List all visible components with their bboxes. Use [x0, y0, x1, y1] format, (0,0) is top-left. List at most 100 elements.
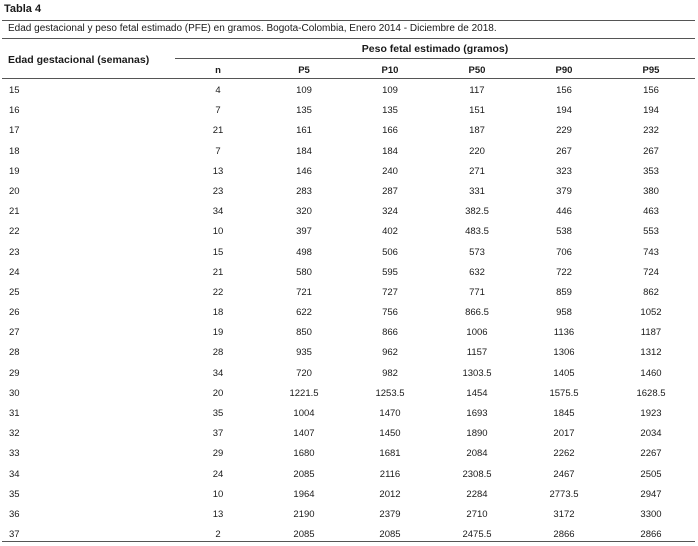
cell-p95: 1187 [640, 327, 662, 339]
cell-p90: 323 [556, 165, 572, 177]
cell-p50: 382.5 [465, 206, 489, 218]
cell-p90: 2262 [553, 448, 575, 460]
cell-p5: 109 [296, 85, 312, 96]
cell-p90: 194 [556, 105, 572, 117]
cell-n: 7 [215, 145, 221, 157]
cell-gestational-age: 18 [9, 145, 20, 157]
cell-n: 28 [212, 347, 224, 359]
cell-gestational-age: 24 [9, 266, 20, 278]
cell-p50: 151 [469, 105, 485, 117]
table-caption: Edad gestacional y peso fetal estimado (… [8, 23, 497, 34]
table-row: 29 34 720 982 1303.5 1405 1460 [0, 365, 698, 385]
cell-p95: 553 [643, 226, 659, 238]
column-header-p50: P50 [468, 65, 486, 76]
table-row: 19 13 146 240 271 323 353 [0, 163, 698, 183]
cell-p5: 320 [296, 206, 312, 218]
cell-p95: 1923 [640, 408, 662, 419]
cell-p5: 1407 [293, 428, 315, 440]
cell-p10: 402 [382, 226, 398, 238]
cell-p50: 271 [469, 165, 485, 177]
cell-p90: 2017 [553, 428, 575, 440]
cell-p90: 1136 [553, 327, 575, 339]
table-row: 33 29 1680 1681 2084 2262 2267 [0, 445, 698, 465]
cell-n: 13 [212, 508, 224, 520]
cell-p95: 463 [643, 206, 659, 218]
cell-n: 29 [212, 448, 224, 460]
cell-p90: 2866 [553, 529, 575, 541]
cell-p50: 2084 [466, 448, 488, 460]
cell-p10: 2116 [379, 468, 401, 480]
cell-p5: 720 [296, 367, 312, 379]
cell-p5: 935 [296, 347, 312, 359]
cell-p90: 1575.5 [549, 387, 579, 399]
cell-p95: 2034 [640, 428, 662, 440]
table-row: 16 7 135 135 151 194 194 [0, 102, 698, 122]
cell-n: 13 [212, 165, 224, 177]
cell-gestational-age: 17 [9, 125, 20, 137]
cell-p90: 3172 [553, 508, 575, 520]
cell-p10: 506 [382, 246, 398, 258]
cell-p90: 1405 [553, 367, 575, 379]
cell-n: 21 [212, 266, 224, 278]
cell-p5: 2085 [293, 529, 315, 541]
cell-p10: 324 [382, 206, 398, 218]
cell-p5: 622 [296, 307, 312, 319]
cell-p95: 2866 [640, 529, 662, 541]
cell-p50: 1693 [466, 408, 488, 419]
column-header-p10: P10 [381, 65, 399, 76]
cell-p90: 859 [556, 286, 572, 298]
cell-p10: 1253.5 [375, 387, 405, 399]
cell-p50: 187 [469, 125, 485, 137]
cell-p50: 117 [469, 85, 485, 96]
table-row: 22 10 397 402 483.5 538 553 [0, 223, 698, 243]
cell-p5: 1680 [293, 448, 315, 460]
header-bottom-rule [2, 78, 695, 79]
table-row: 30 20 1221.5 1253.5 1454 1575.5 1628.5 [0, 385, 698, 405]
cell-p50: 2475.5 [462, 529, 492, 541]
cell-n: 10 [212, 488, 224, 500]
cell-p50: 1303.5 [462, 367, 492, 379]
cell-gestational-age: 26 [9, 307, 20, 319]
table-body: 15 4 109 109 117 156 156 16 7 135 135 151 194 194 17 21… [0, 82, 698, 546]
cell-p95: 267 [643, 145, 659, 157]
cell-p95: 2505 [640, 468, 662, 480]
column-header-p5: P5 [298, 65, 310, 76]
cell-p95: 862 [643, 286, 659, 298]
cell-gestational-age: 35 [9, 488, 20, 500]
cell-gestational-age: 25 [9, 286, 20, 298]
cell-p90: 446 [556, 206, 572, 218]
cell-p90: 958 [556, 307, 572, 319]
cell-p10: 135 [382, 105, 398, 117]
table-row: 23 15 498 506 573 706 743 [0, 244, 698, 264]
table-row: 35 10 1964 2012 2284 2773.5 2947 [0, 486, 698, 506]
cell-gestational-age: 28 [9, 347, 20, 359]
cell-n: 2 [215, 529, 221, 541]
cell-p50: 1890 [466, 428, 488, 440]
cell-gestational-age: 20 [9, 185, 20, 197]
cell-n: 34 [212, 206, 224, 218]
cell-n: 4 [215, 85, 221, 96]
table-row: 37 2 2085 2085 2475.5 2866 2866 [0, 526, 698, 546]
cell-p10: 1450 [379, 428, 401, 440]
cell-p5: 135 [296, 105, 312, 117]
cell-p95: 2947 [640, 488, 662, 500]
cell-p5: 1221.5 [289, 387, 319, 399]
cell-p5: 1004 [293, 408, 315, 419]
cell-p10: 109 [382, 85, 398, 96]
cell-p5: 498 [296, 246, 312, 258]
cell-p50: 1157 [466, 347, 488, 359]
cell-n: 20 [212, 387, 224, 399]
table-row: 18 7 184 184 220 267 267 [0, 143, 698, 163]
cell-p10: 595 [382, 266, 398, 278]
cell-n: 19 [212, 327, 224, 339]
gestational-age-header: Edad gestacional (semanas) [8, 54, 150, 66]
cell-p90: 2773.5 [549, 488, 579, 500]
cell-p5: 721 [296, 286, 312, 298]
cell-p95: 1628.5 [636, 387, 666, 399]
cell-n: 7 [215, 105, 221, 117]
cell-p50: 632 [469, 266, 485, 278]
caption-box: Edad gestacional y peso fetal estimado (… [2, 20, 695, 39]
cell-n: 18 [212, 307, 224, 319]
table-row: 17 21 161 166 187 229 232 [0, 122, 698, 142]
